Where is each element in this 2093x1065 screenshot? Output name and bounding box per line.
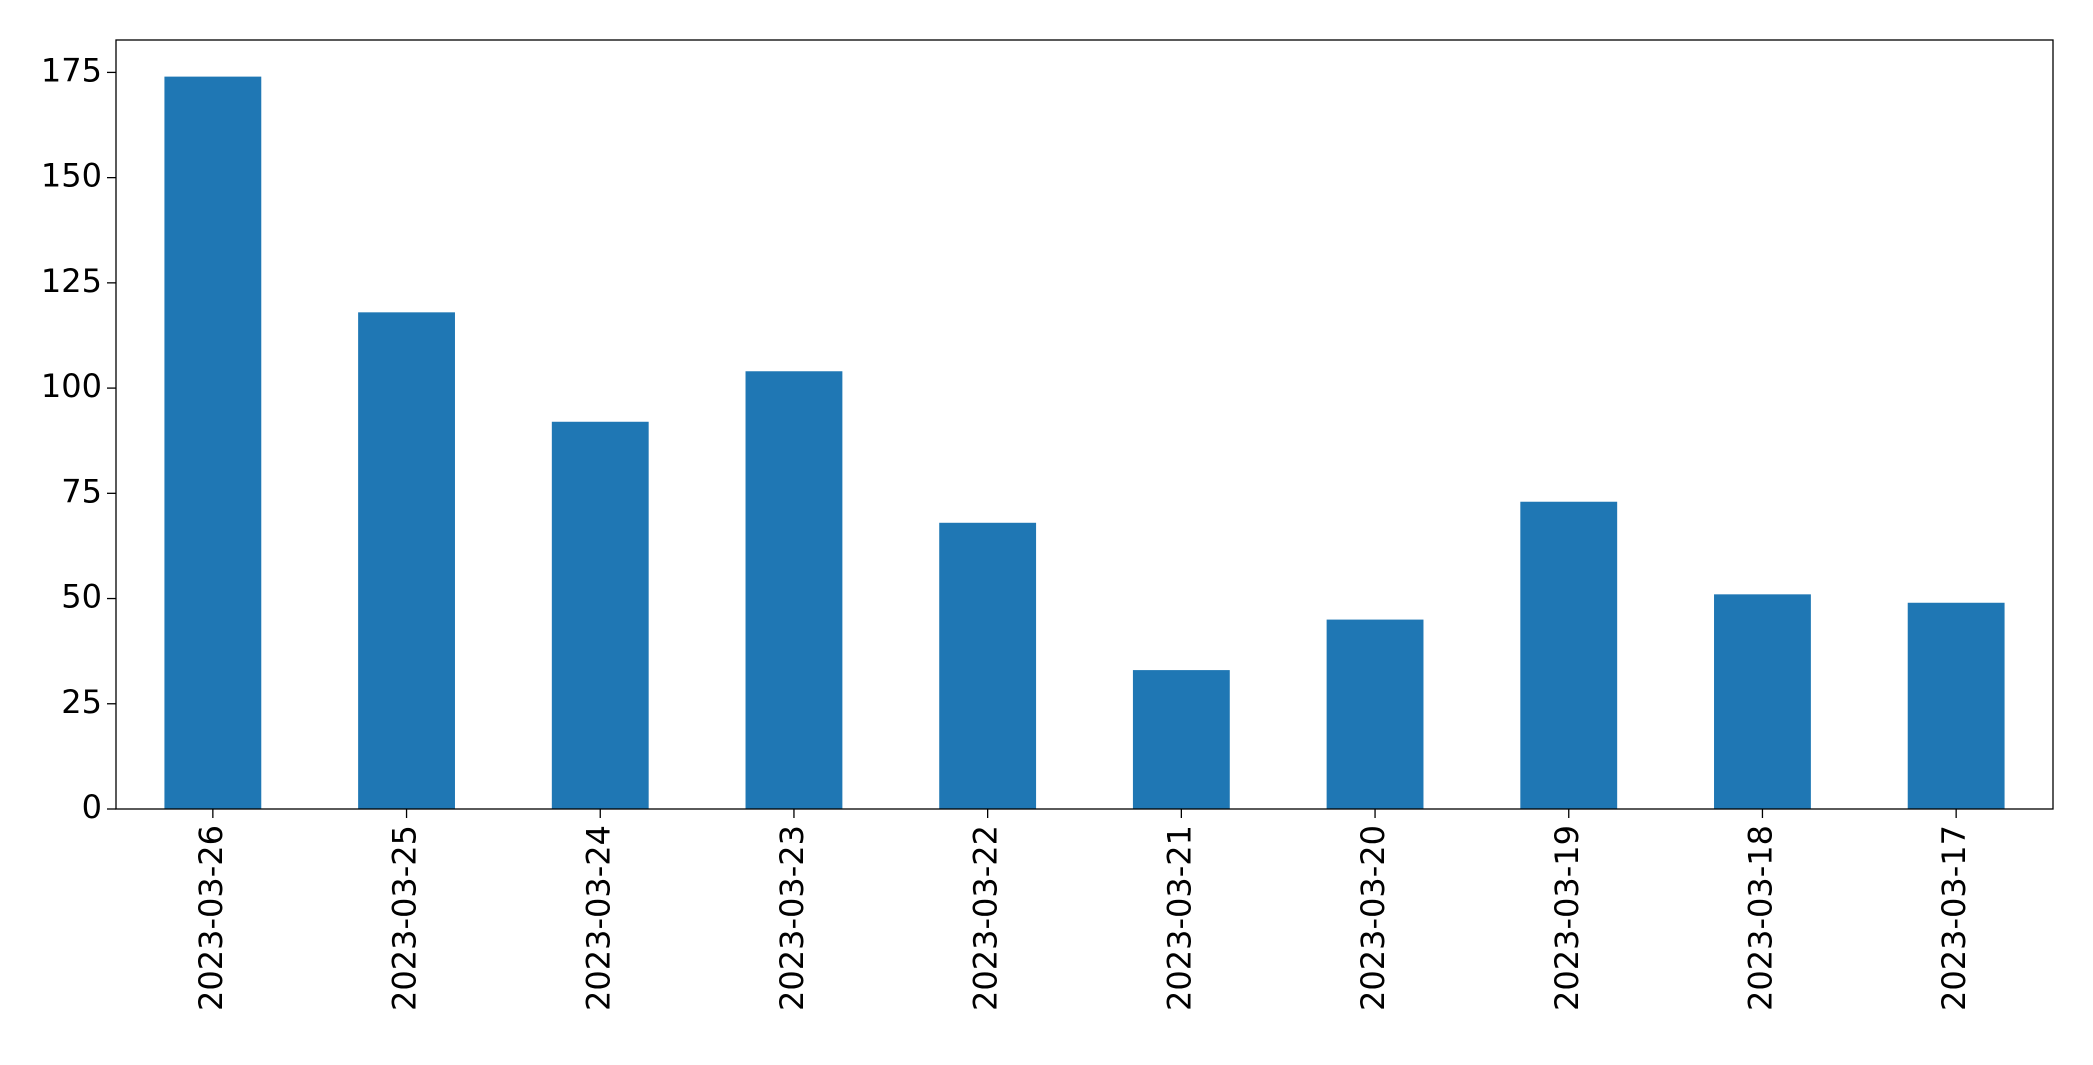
bar bbox=[745, 371, 843, 809]
y-tick-label: 125 bbox=[41, 262, 102, 300]
bar bbox=[164, 76, 262, 810]
x-tick-label: 2023-03-21 bbox=[1160, 825, 1198, 1011]
x-tick-label: 2023-03-26 bbox=[192, 825, 230, 1011]
bar bbox=[1907, 602, 2005, 809]
x-tick-label: 2023-03-20 bbox=[1354, 825, 1392, 1011]
bar bbox=[1326, 619, 1424, 809]
bar bbox=[551, 421, 649, 809]
bar bbox=[939, 522, 1037, 809]
x-tick-label: 2023-03-19 bbox=[1548, 825, 1586, 1011]
x-tick-label: 2023-03-25 bbox=[386, 825, 424, 1011]
x-tick-label: 2023-03-18 bbox=[1741, 825, 1779, 1011]
x-tick-label: 2023-03-22 bbox=[967, 825, 1005, 1011]
y-tick-label: 25 bbox=[61, 683, 102, 721]
y-tick-label: 100 bbox=[41, 367, 102, 405]
x-tick-label: 2023-03-23 bbox=[773, 825, 811, 1011]
y-tick-label: 75 bbox=[61, 472, 102, 510]
bar bbox=[1132, 670, 1230, 809]
y-tick-label: 175 bbox=[41, 51, 102, 89]
bar bbox=[1714, 594, 1811, 809]
y-tick-label: 150 bbox=[41, 157, 102, 195]
plot-frame bbox=[115, 39, 2054, 810]
x-tick-label: 2023-03-24 bbox=[579, 825, 617, 1011]
y-tick-label: 50 bbox=[61, 578, 102, 616]
y-tick-label: 0 bbox=[82, 788, 102, 826]
x-tick-label: 2023-03-17 bbox=[1935, 825, 1973, 1011]
bar bbox=[1520, 501, 1618, 809]
bar bbox=[358, 312, 455, 809]
